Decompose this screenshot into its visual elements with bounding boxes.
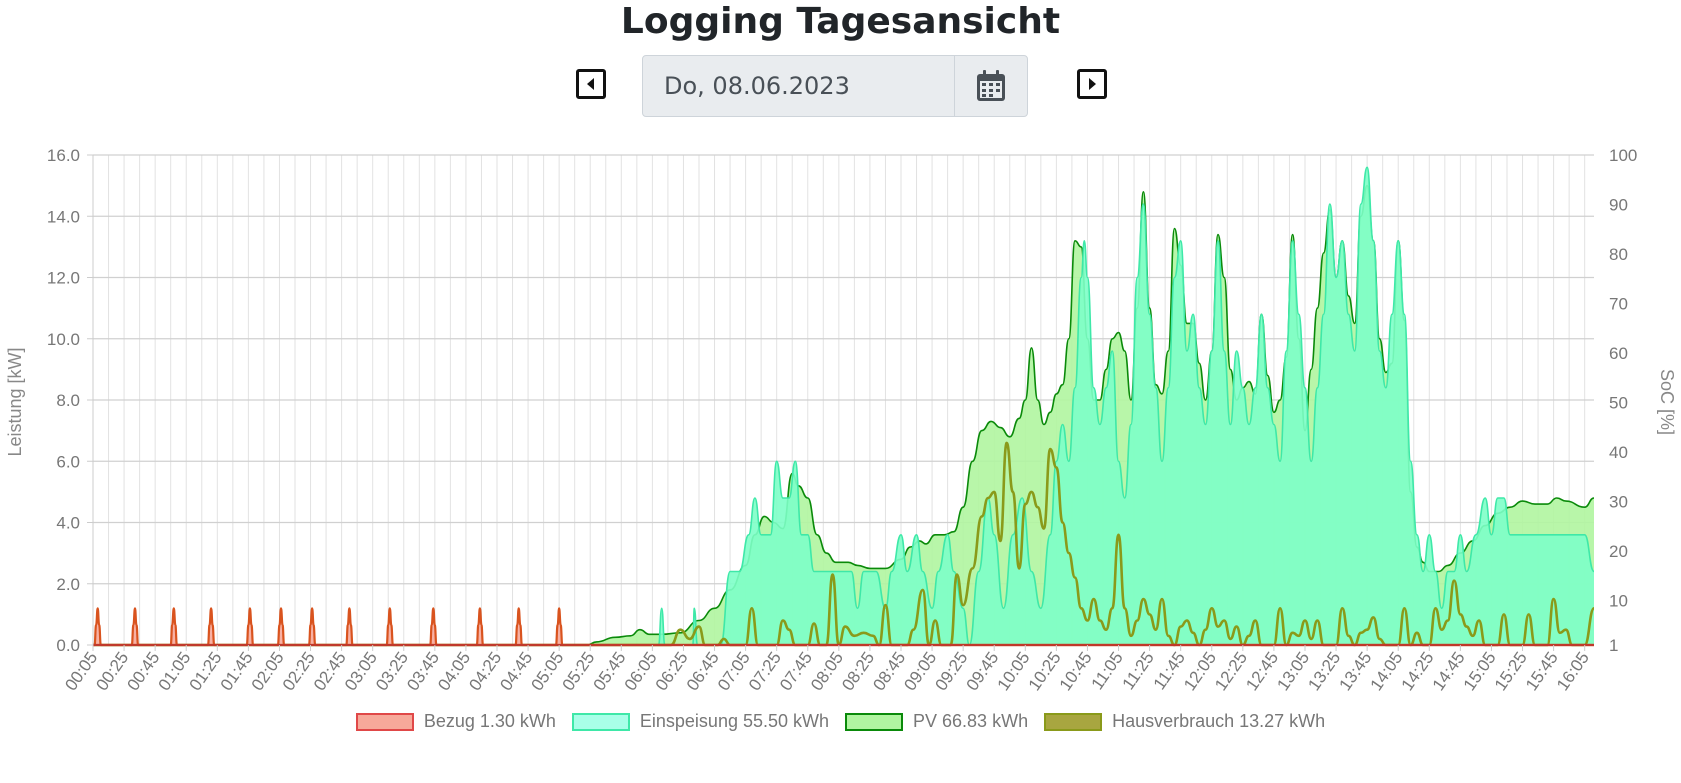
legend-swatch-bezug [355, 712, 414, 731]
chart-series [93, 166, 1596, 647]
y-tick-label-left: 2.0 [56, 575, 80, 594]
x-tick-label: 02:25 [279, 648, 319, 694]
y-tick-label-right: 80 [1609, 245, 1628, 264]
y-tick-label-left: 8.0 [56, 391, 80, 410]
caret-left-square-icon [587, 78, 594, 90]
y-axis-right-title: SoC [%] [1657, 369, 1677, 435]
chart-legend: Bezug 1.30 kWh Einspeisung 55.50 kWh PV … [0, 711, 1681, 732]
x-tick-label: 12:45 [1242, 648, 1282, 694]
x-tick-label: 07:05 [714, 648, 754, 694]
x-tick-label: 09:05 [900, 648, 940, 694]
x-tick-label: 04:05 [434, 648, 474, 694]
power-chart: 0.0 2.0 4.0 6.0 8.0 10.0 12.0 14.0 16.0 1 10 20 30 40… [5, 146, 1677, 694]
x-tick-label: 14:05 [1367, 648, 1407, 694]
x-tick-label: 04:45 [496, 648, 536, 694]
x-tick-label: 03:05 [341, 648, 381, 694]
x-tick-label: 09:45 [963, 648, 1003, 694]
x-tick-label: 16:05 [1553, 648, 1593, 694]
y-tick-label-right: 90 [1609, 195, 1628, 214]
x-tick-label: 06:25 [652, 648, 692, 694]
x-tick-label: 14:45 [1429, 648, 1469, 694]
x-tick-label: 09:25 [931, 648, 971, 694]
y-tick-label-left: 12.0 [47, 269, 80, 288]
y-tick-label-right: 20 [1609, 542, 1628, 561]
x-tick-label: 14:25 [1398, 648, 1438, 694]
x-tick-label: 10:25 [1025, 648, 1065, 694]
y-tick-label-left: 14.0 [47, 207, 80, 226]
x-tick-label: 01:05 [155, 648, 195, 694]
x-tick-label: 01:25 [186, 648, 226, 694]
page-title: Logging Tagesansicht [620, 1, 1061, 42]
x-tick-label: 05:05 [527, 648, 567, 694]
x-tick-label: 00:25 [92, 648, 132, 694]
x-tick-label: 15:25 [1491, 648, 1531, 694]
y-tick-label-right: 60 [1609, 344, 1628, 363]
x-tick-label: 00:45 [123, 648, 163, 694]
calendar-icon [977, 70, 1005, 101]
legend-swatch-einspeisung [571, 712, 630, 731]
y-tick-label-left: 4.0 [56, 514, 80, 533]
x-tick-label: 13:45 [1335, 648, 1375, 694]
series-einspeisung-area [93, 167, 1594, 646]
y-tick-label-left: 6.0 [56, 452, 80, 471]
x-tick-label: 11:25 [1119, 648, 1158, 693]
legend-item-einspeisung[interactable]: Einspeisung 55.50 kWh [571, 711, 830, 732]
legend-swatch-pv [845, 712, 904, 731]
x-tick-label: 13:25 [1304, 648, 1344, 694]
legend-item-bezug[interactable]: Bezug 1.30 kWh [355, 711, 556, 732]
series-bezug-line [93, 607, 1594, 647]
x-tick-label: 03:45 [403, 648, 443, 694]
legend-item-pv[interactable]: PV 66.83 kWh [845, 711, 1028, 732]
x-tick-label: 05:25 [559, 648, 599, 694]
legend-swatch-hausverbrauch [1044, 712, 1103, 731]
x-tick-label: 02:05 [248, 648, 288, 694]
y-tick-label-left: 16.0 [47, 146, 80, 165]
legend-label-hausverbrauch: Hausverbrauch 13.27 kWh [1112, 711, 1326, 731]
date-input[interactable]: Do, 08.06.2023 [664, 72, 850, 100]
x-tick-label: 08:25 [838, 648, 878, 694]
x-tick-label: 10:05 [994, 648, 1034, 694]
series-einspeisung-line [93, 166, 1595, 646]
legend-label-einspeisung: Einspeisung 55.50 kWh [639, 711, 830, 731]
y-tick-label-right: 50 [1609, 393, 1628, 412]
legend-item-hausverbrauch[interactable]: Hausverbrauch 13.27 kWh [1044, 711, 1325, 732]
x-tick-label: 04:25 [465, 648, 505, 694]
x-tick-label: 13:05 [1273, 648, 1313, 694]
x-tick-label: 01:45 [217, 648, 257, 694]
y-tick-label-right: 70 [1609, 294, 1628, 313]
legend-label-bezug: Bezug 1.30 kWh [423, 711, 556, 731]
y-axis-left-title: Leistung [kW] [5, 347, 25, 456]
y-tick-label-right: 30 [1609, 492, 1628, 511]
x-tick-label: 15:45 [1522, 648, 1562, 694]
x-tick-label: 11:05 [1088, 648, 1127, 693]
y-tick-label-left: 0.0 [56, 636, 80, 655]
y-tick-label-right: 10 [1609, 591, 1628, 610]
y-tick-label-right: 100 [1609, 146, 1637, 165]
x-tick-label: 07:45 [776, 648, 816, 694]
y-tick-label-right: 1 [1609, 636, 1618, 655]
previous-day-button[interactable] [576, 69, 606, 99]
x-tick-label: 00:05 [61, 648, 101, 694]
next-day-button[interactable] [1077, 69, 1107, 99]
x-tick-label: 08:45 [869, 648, 909, 694]
x-tick-label: 12:05 [1180, 648, 1220, 694]
x-tick-label: 08:05 [807, 648, 847, 694]
calendar-button[interactable] [954, 56, 1027, 116]
date-picker[interactable]: Do, 08.06.2023 [642, 55, 1028, 117]
y-tick-label-right: 40 [1609, 443, 1628, 462]
x-tick-label: 10:45 [1056, 648, 1096, 694]
x-tick-label: 05:45 [590, 648, 630, 694]
x-tick-label: 07:25 [745, 648, 785, 694]
x-tick-label: 06:05 [621, 648, 661, 694]
x-tick-label: 06:45 [683, 648, 723, 694]
x-tick-label: 02:45 [310, 648, 350, 694]
legend-label-pv: PV 66.83 kWh [913, 711, 1029, 731]
x-tick-label: 12:25 [1211, 648, 1251, 694]
y-tick-label-left: 10.0 [47, 330, 80, 349]
x-tick-label: 03:25 [372, 648, 412, 694]
x-tick-label: 15:05 [1460, 648, 1500, 694]
caret-right-square-icon [1089, 78, 1096, 90]
